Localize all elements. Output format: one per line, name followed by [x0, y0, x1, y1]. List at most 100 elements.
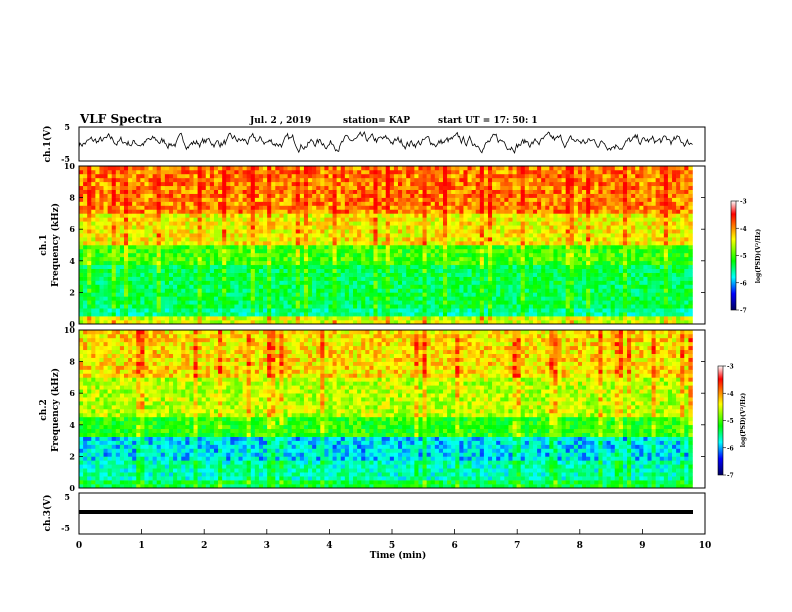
ch1-spectrogram-cell	[512, 296, 517, 301]
ch1-spectrogram-cell	[451, 233, 456, 238]
ch1-spectrogram-cell	[528, 189, 534, 194]
ch1-spectrogram-cell	[152, 264, 158, 269]
ch1-spectrogram-cell	[238, 284, 243, 289]
ch1-spectrogram-cell	[447, 189, 452, 194]
ch1-spectrogram-cell	[283, 166, 288, 171]
ch1-spectrogram-cell	[357, 312, 362, 317]
ch1-spectrogram-cell	[443, 280, 448, 285]
ch1-spectrogram-cell	[201, 209, 207, 214]
ch1-spectrogram-cell	[148, 280, 153, 285]
ch1-spectrogram-cell	[553, 288, 558, 293]
ch1-spectrogram-cell	[565, 241, 571, 246]
ch1-spectrogram-cell	[414, 245, 419, 250]
ch1-spectrogram-cell	[209, 237, 215, 242]
ch1-spectrogram-cell	[434, 237, 440, 242]
ch1-spectrogram-cell	[565, 296, 571, 301]
ch1-spectrogram-cell	[373, 312, 378, 317]
ch1-spectrogram-cell	[455, 166, 460, 171]
ch1-spectrogram-cell	[103, 185, 108, 190]
ch1-spectrogram-cell	[357, 276, 362, 281]
ch1-spectrogram-cell	[561, 166, 566, 171]
ch1-spectrogram-cell	[586, 292, 591, 297]
ch1-spectrogram-cell	[524, 300, 530, 305]
ch1-spectrogram-cell	[348, 221, 354, 226]
ch1-spectrogram-cell	[156, 213, 162, 218]
ch1-spectrogram-cell	[471, 169, 477, 175]
ch1-spectrogram-cell	[226, 245, 231, 250]
ch1-spectrogram-cell	[144, 308, 149, 313]
ch1-spectrogram-cell	[271, 225, 276, 230]
ch1-spectrogram-cell	[95, 213, 100, 218]
ch1-spectrogram-cell	[144, 264, 149, 269]
ch1-spectrogram-cell	[136, 276, 141, 281]
ch1-spectrogram-cell	[353, 193, 358, 198]
ch1-spectrogram-cell	[361, 205, 366, 210]
ch1-spectrogram-cell	[332, 304, 337, 309]
ch1-spectrogram-cell	[242, 217, 247, 222]
ch1-spectrogram-cell	[537, 177, 542, 183]
ch1-spectrogram-cell	[128, 316, 133, 321]
ch1-spectrogram-cell	[209, 205, 215, 210]
ch1-spectrogram-cell	[565, 268, 571, 273]
ch1-spectrogram-cell	[479, 276, 485, 281]
ch1-spectrogram-cell	[173, 284, 178, 289]
ch1-spectrogram-cell	[168, 272, 174, 277]
ch1-spectrogram-cell	[299, 308, 305, 313]
ch1-spectrogram-cell	[393, 189, 399, 194]
ch1-spectrogram-cell	[312, 284, 317, 289]
ch1-spectrogram-cell	[463, 320, 468, 325]
ch1-spectrogram-cell	[357, 308, 362, 313]
ch1-spectrogram-cell	[463, 205, 468, 210]
ch1-spectrogram-cell	[447, 237, 452, 242]
ch1-spectrogram-cell	[410, 189, 415, 194]
ch1-spectrogram-cell	[438, 312, 444, 317]
ch1-spectrogram-cell	[389, 241, 395, 246]
ch1-spectrogram-cell	[532, 288, 538, 293]
ch1-spectrogram-cell	[586, 237, 591, 242]
ch1-spectrogram-cell	[144, 213, 149, 218]
ch1-spectrogram-cell	[119, 272, 125, 277]
ch1-spectrogram-cell	[295, 197, 301, 202]
ch1-spectrogram-cell	[279, 280, 284, 285]
ch1-spectrogram-cell	[487, 166, 493, 171]
ch1-spectrogram-cell	[537, 237, 542, 242]
ch1-spectrogram-cell	[504, 213, 509, 218]
ch1-spectrogram-cell	[565, 248, 571, 254]
ch1-spectrogram-cell	[205, 173, 211, 179]
ch1-spectrogram-cell	[434, 205, 440, 210]
ch1-spectrogram-cell	[569, 308, 575, 313]
ch1-spectrogram-cell	[545, 256, 550, 262]
ch1-spectrogram-cell	[213, 197, 219, 202]
ch1-spectrogram-cell	[111, 233, 117, 238]
ch1-spectrogram-cell	[95, 233, 100, 238]
ch1-spectrogram-cell	[230, 316, 235, 321]
ch1-spectrogram-cell	[107, 320, 113, 325]
ch1-spectrogram-cell	[160, 288, 166, 293]
ch1-spectrogram-cell	[389, 304, 395, 309]
ch1-waveform-line	[78, 130, 693, 154]
ch1-spectrogram-cell	[414, 280, 419, 285]
ch1-spectrogram-cell	[320, 312, 325, 317]
ch1-spectrogram-cell	[487, 209, 493, 214]
ch1-spectrogram-cell	[520, 181, 526, 187]
ch1-spectrogram-cell	[222, 205, 227, 210]
ch1-spectrogram-cell	[299, 229, 305, 234]
ch1-spectrogram-cell	[230, 280, 235, 285]
ch1-spectrogram-cell	[218, 300, 223, 305]
ch1-spectrogram-cell	[123, 312, 129, 317]
ch1-spectrogram-cell	[549, 201, 554, 206]
ch1-spectrogram-cell	[164, 252, 170, 258]
ch1-spectrogram-cell	[271, 169, 276, 175]
ch1-spectrogram-cell	[201, 173, 207, 179]
ch1-spectrogram-cell	[238, 304, 243, 309]
ch1-spectrogram-cell	[308, 233, 313, 238]
ch1-spectrogram-cell	[136, 264, 141, 269]
ch1-spectrogram-cell	[402, 209, 407, 214]
ch1-spectrogram-cell	[197, 233, 202, 238]
ch1-spectrogram-cell	[197, 189, 202, 194]
ch1-spectrogram-cell	[83, 276, 88, 281]
ch1-spectrogram-cell	[156, 320, 162, 325]
ch1-spectrogram-cell	[222, 225, 227, 230]
ch1-spectrogram-cell	[132, 304, 137, 309]
